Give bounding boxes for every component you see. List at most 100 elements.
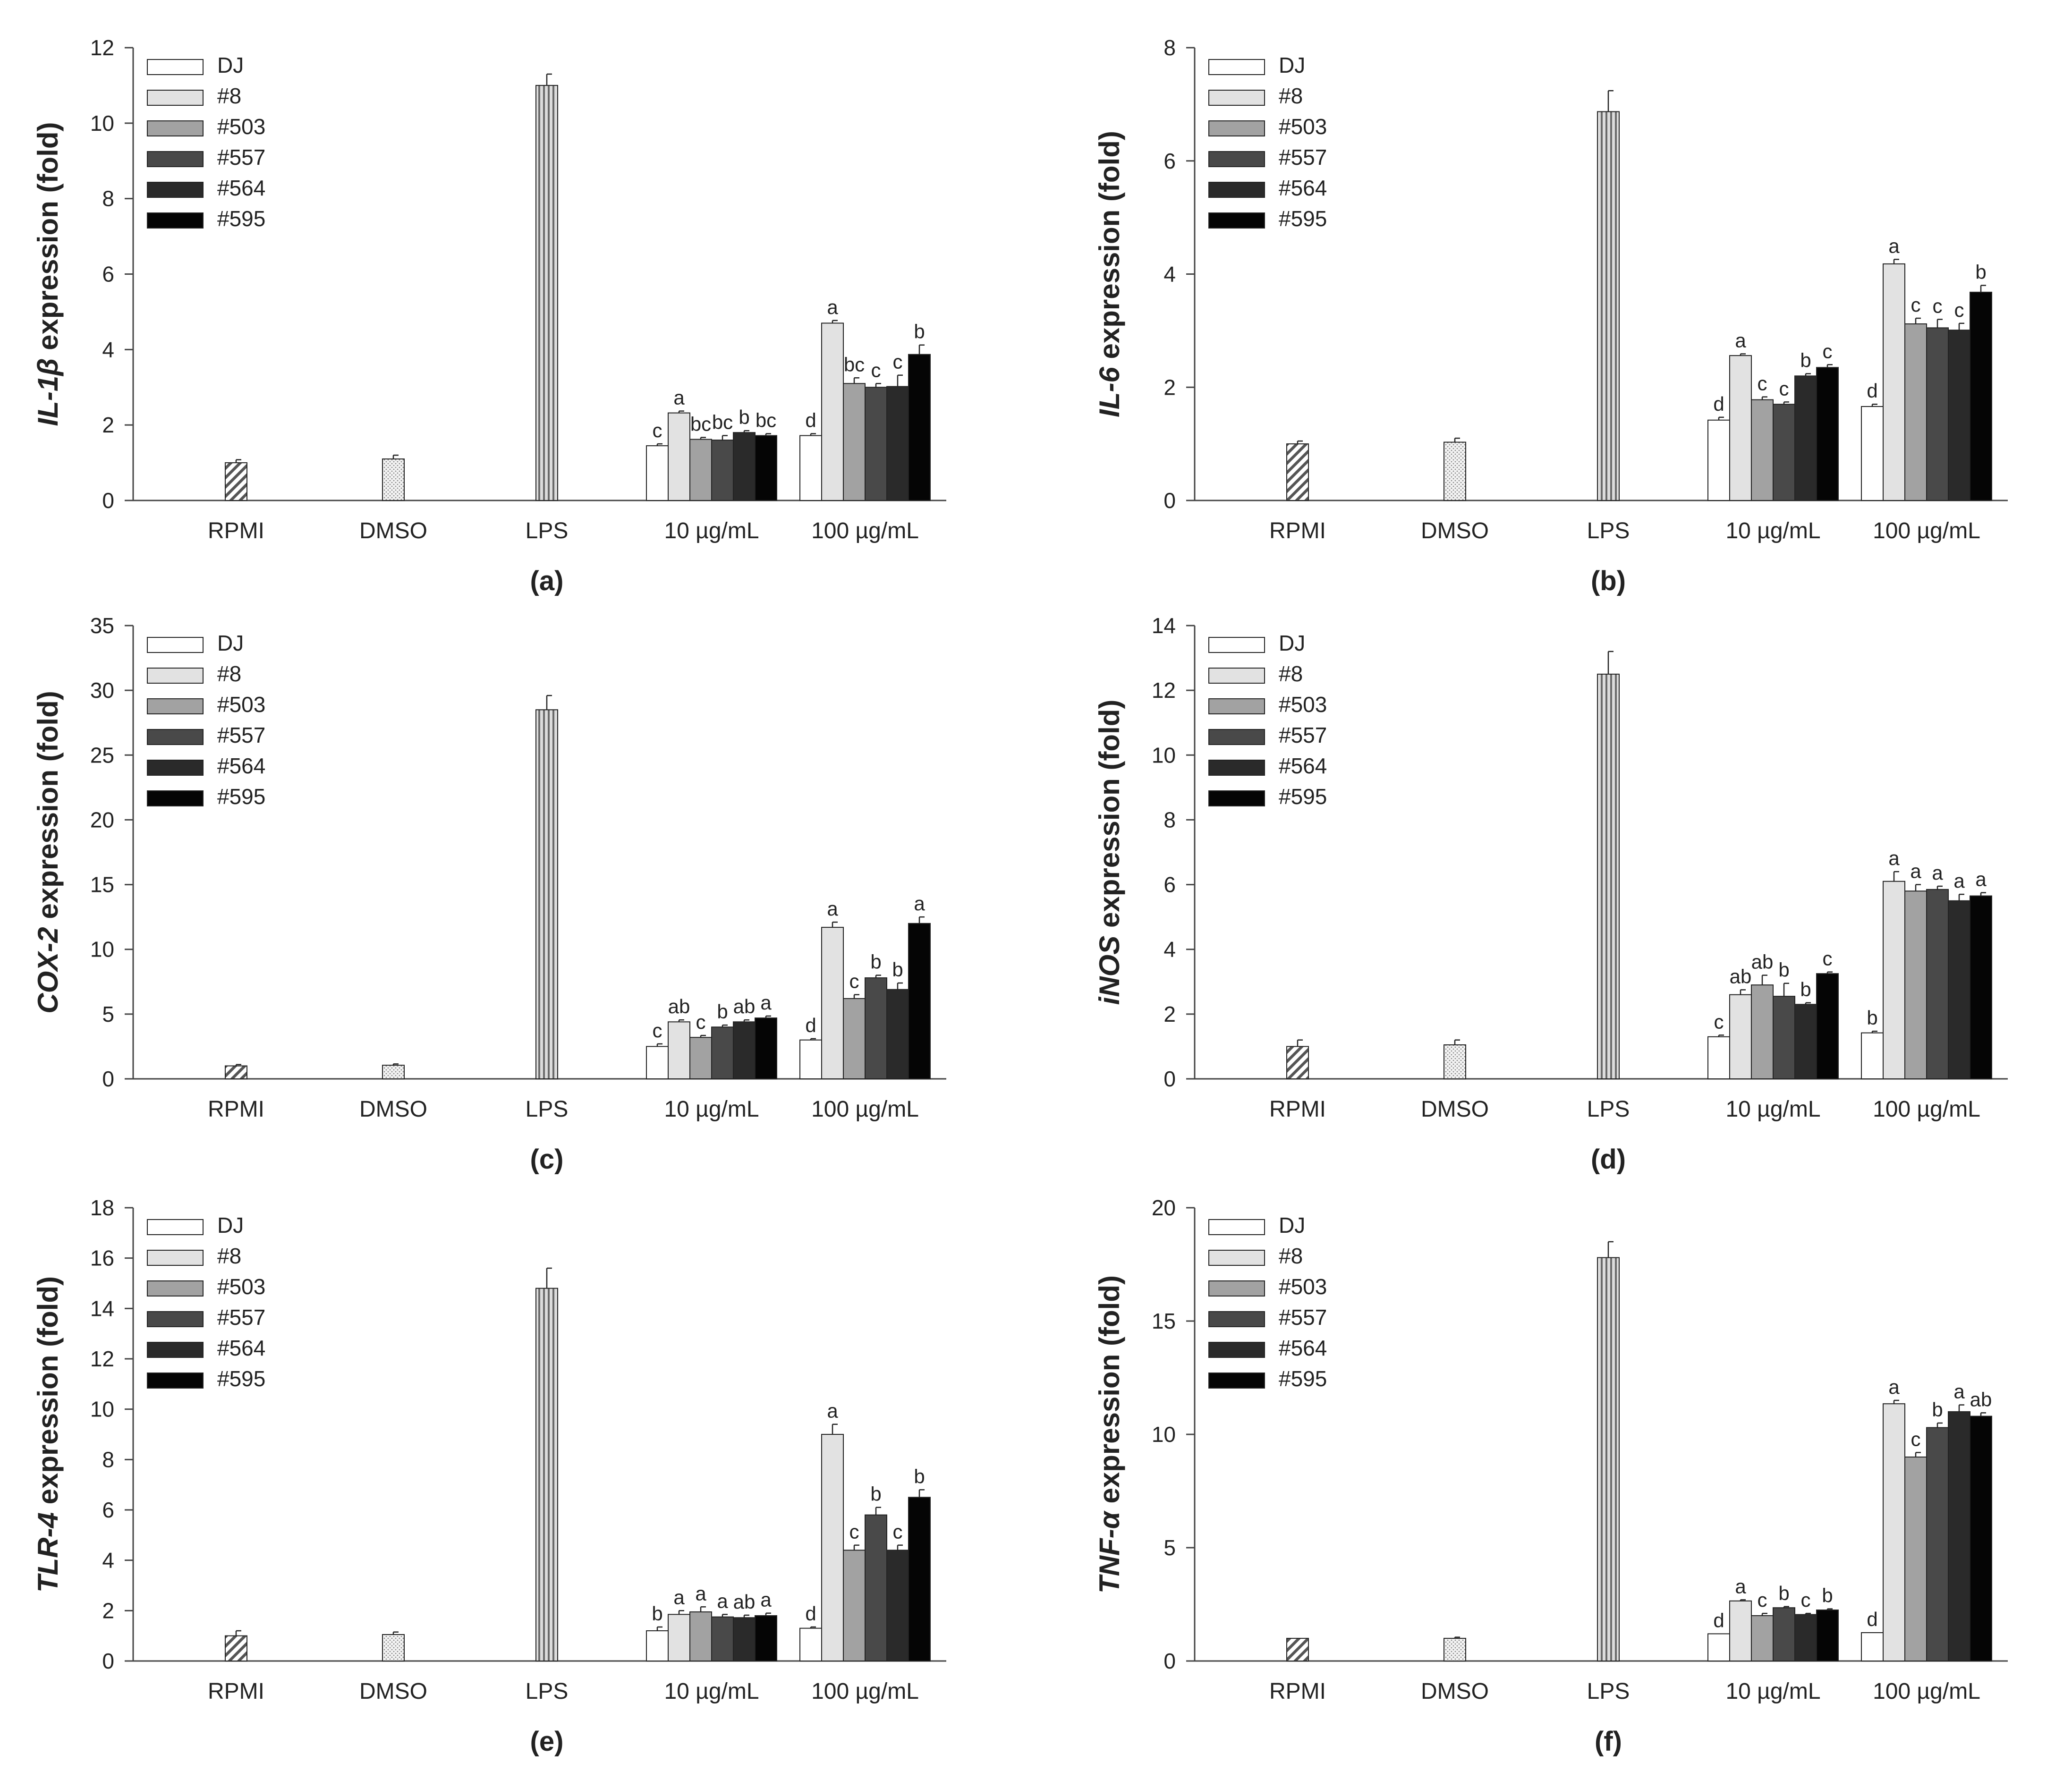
- legend-swatch: [1208, 151, 1265, 167]
- legend-label: #595: [1279, 206, 1327, 231]
- legend-swatch: [1208, 1280, 1265, 1296]
- x-category-label: 100 µg/mL: [1873, 1097, 1980, 1122]
- bar: [821, 1434, 844, 1661]
- x-category-label: 10 µg/mL: [664, 1097, 759, 1122]
- bar: [1751, 399, 1774, 501]
- x-category-label: LPS: [1587, 1679, 1630, 1704]
- legend-swatch: [1208, 1311, 1265, 1327]
- y-tick-label: 12: [90, 1347, 114, 1371]
- bar: [1970, 895, 1992, 1079]
- bar: [646, 1046, 669, 1079]
- significance-label: b: [1932, 1398, 1943, 1421]
- legend-swatch: [147, 760, 204, 776]
- legend-swatch: [147, 151, 204, 167]
- legend-swatch: [147, 182, 204, 198]
- legend-swatch: [147, 668, 204, 684]
- bar-control-lps: [1597, 111, 1620, 501]
- bar-control-rpmi: [1286, 1046, 1309, 1079]
- significance-label: bc: [712, 411, 733, 433]
- bar: [1861, 1032, 1884, 1080]
- legend-label: #595: [217, 206, 265, 231]
- bar: [1773, 1607, 1795, 1661]
- significance-label: b: [1975, 261, 1986, 283]
- bar: [1926, 1427, 1949, 1662]
- x-category-label: LPS: [526, 1679, 569, 1704]
- bar-control-lps: [535, 709, 558, 1080]
- significance-label: a: [717, 1590, 728, 1612]
- legend-swatch: [147, 1342, 204, 1358]
- significance-label: a: [760, 1589, 772, 1611]
- bar: [821, 927, 844, 1079]
- significance-label: bc: [756, 409, 776, 432]
- x-category-label: DMSO: [359, 1679, 427, 1704]
- significance-label: b: [914, 1465, 925, 1487]
- significance-label: c: [1801, 1589, 1811, 1611]
- significance-label: d: [805, 1602, 816, 1625]
- legend-label: #503: [1279, 692, 1327, 717]
- significance-label: a: [695, 1582, 706, 1604]
- bar-control-dmso: [382, 458, 405, 501]
- legend-swatch: [1208, 120, 1265, 136]
- legend-label: #595: [217, 1366, 265, 1391]
- significance-label: b: [892, 958, 903, 981]
- significance-label: c: [849, 1521, 859, 1543]
- bar: [1926, 327, 1949, 501]
- bar-control-dmso: [1444, 1638, 1466, 1661]
- legend-swatch: [1208, 698, 1265, 714]
- legend-swatch: [1208, 668, 1265, 684]
- significance-label: bc: [690, 413, 711, 435]
- legend-label: #8: [1279, 1244, 1303, 1268]
- y-axis-gene: TNF-α: [1094, 1510, 1125, 1593]
- significance-label: a: [1932, 862, 1943, 884]
- bar-control-dmso: [382, 1065, 405, 1079]
- legend-swatch: [1208, 59, 1265, 75]
- y-tick-label: 0: [102, 1649, 114, 1673]
- significance-label: c: [849, 970, 859, 992]
- legend-swatch: [147, 698, 204, 714]
- significance-label: a: [914, 892, 925, 915]
- significance-label: b: [1822, 1585, 1833, 1607]
- legend-swatch: [147, 212, 204, 229]
- legend-label: #557: [217, 723, 265, 747]
- significance-label: b: [914, 321, 925, 343]
- significance-label: ab: [1751, 951, 1774, 973]
- legend-label: #564: [217, 1336, 265, 1360]
- significance-label: d: [1867, 1608, 1877, 1630]
- y-axis-gene: IL-1β: [32, 358, 64, 426]
- x-category-label: LPS: [1587, 518, 1630, 543]
- legend-swatch: [1208, 637, 1265, 653]
- y-tick-label: 5: [102, 1002, 114, 1026]
- significance-label: a: [760, 991, 772, 1014]
- significance-label: ab: [668, 995, 690, 1017]
- panel-label: (d): [1591, 1144, 1626, 1175]
- significance-label: d: [1867, 380, 1877, 402]
- bar-control-rpmi: [225, 462, 247, 501]
- x-category-label: RPMI: [208, 1679, 264, 1704]
- bar: [1707, 1036, 1730, 1080]
- significance-label: c: [696, 1011, 706, 1033]
- significance-label: c: [1823, 948, 1833, 970]
- y-tick-label: 8: [1163, 807, 1176, 832]
- legend-label: #564: [1279, 1336, 1327, 1360]
- bar: [755, 1017, 777, 1079]
- significance-label: d: [805, 409, 816, 432]
- y-tick-label: 4: [102, 337, 114, 362]
- bar: [865, 1514, 887, 1662]
- bar: [646, 445, 669, 501]
- legend-swatch: [1208, 1219, 1265, 1235]
- significance-label: c: [893, 351, 903, 373]
- bar: [733, 1021, 756, 1079]
- y-tick-label: 0: [1163, 1649, 1176, 1673]
- legend-label: #8: [217, 1244, 241, 1268]
- bar-control-rpmi: [1286, 1638, 1309, 1661]
- significance-label: a: [1953, 870, 1965, 892]
- bar: [1904, 1457, 1927, 1661]
- y-axis-title: iNOS expression (fold): [1094, 700, 1125, 1005]
- significance-label: c: [653, 1019, 662, 1042]
- y-axis-suffix: expression (fold): [32, 1276, 64, 1512]
- legend-label: #595: [1279, 1366, 1327, 1391]
- y-tick-label: 15: [1152, 1309, 1176, 1333]
- significance-label: b: [870, 951, 881, 973]
- bar: [1883, 263, 1905, 501]
- bar-control-lps: [1597, 673, 1620, 1080]
